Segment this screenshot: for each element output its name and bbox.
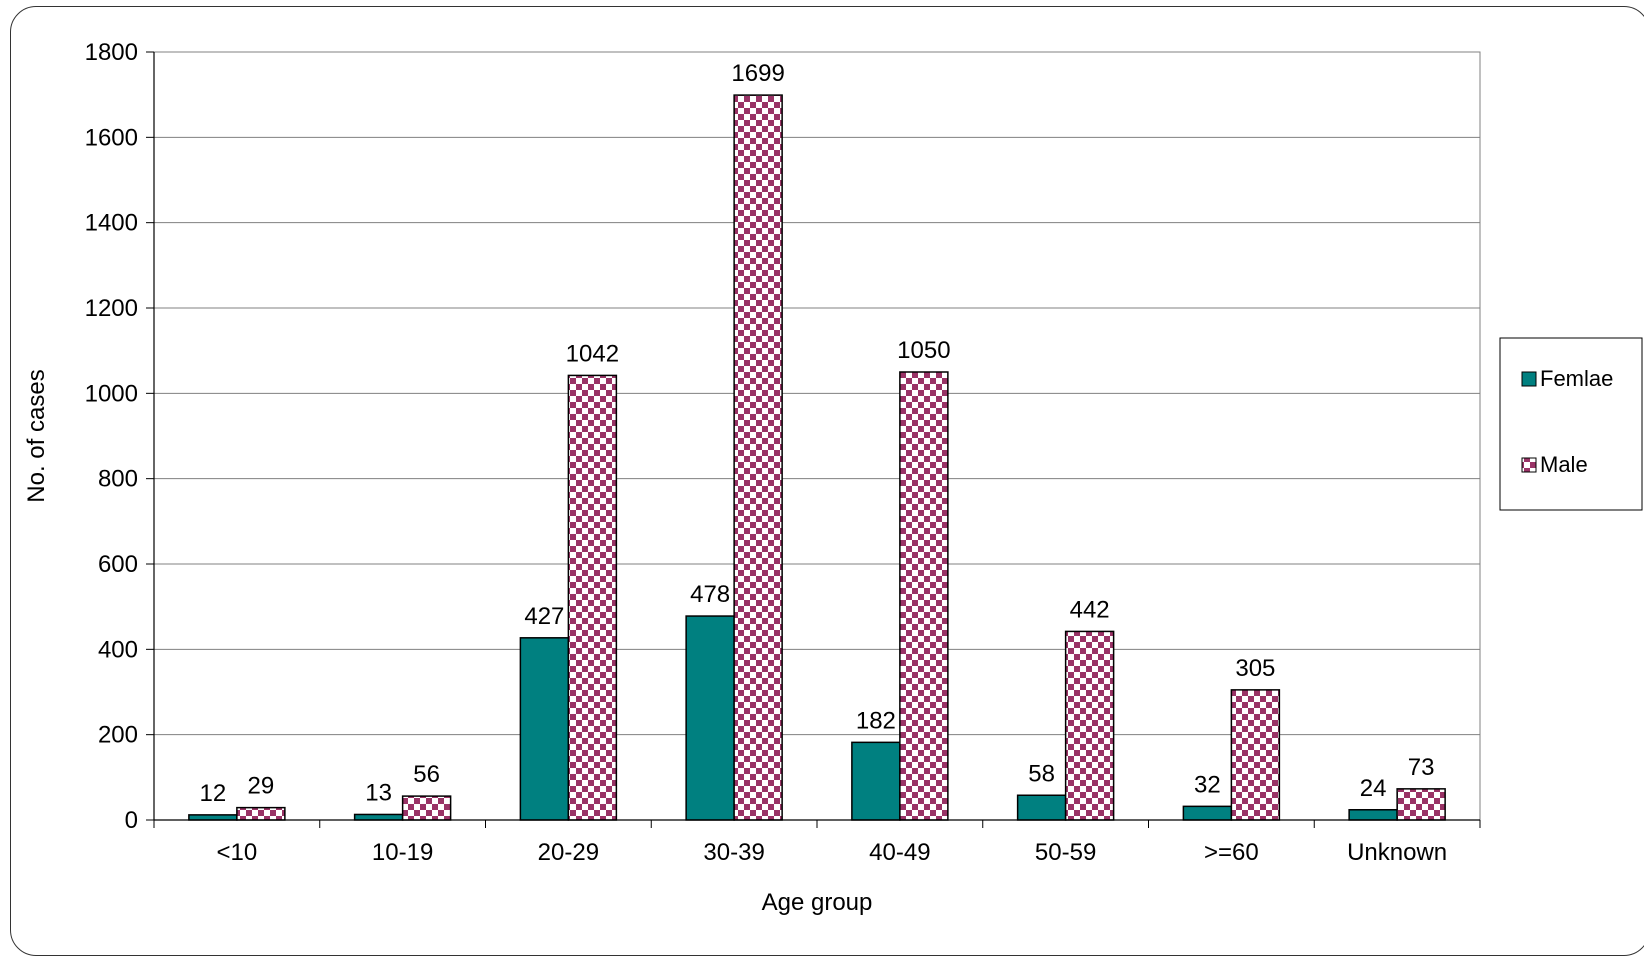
x-tick-label: 20-29 xyxy=(538,839,599,866)
legend: Femlae Male xyxy=(1499,337,1643,511)
y-tick-label: 400 xyxy=(98,636,138,663)
bar-female xyxy=(519,637,570,821)
legend-label-male: Male xyxy=(1540,452,1588,477)
y-tick-label: 0 xyxy=(125,807,138,834)
bar-female xyxy=(685,615,735,821)
data-label: 58 xyxy=(1028,760,1055,787)
axes xyxy=(146,51,1481,828)
x-axis-title: Age group xyxy=(762,889,873,916)
bar-male xyxy=(236,806,286,821)
data-label: 1050 xyxy=(897,337,950,364)
gridlines xyxy=(153,51,1481,821)
data-label: 478 xyxy=(690,581,730,608)
bar-male xyxy=(899,371,949,821)
data-label: 442 xyxy=(1070,596,1110,623)
data-label: 56 xyxy=(413,761,440,788)
y-tick-label: 1000 xyxy=(85,380,138,407)
bar-male xyxy=(1230,689,1281,821)
bar-male xyxy=(1396,788,1446,821)
data-label: 73 xyxy=(1408,754,1435,781)
data-label: 32 xyxy=(1194,771,1221,798)
legend-label-female: Femlae xyxy=(1540,366,1613,391)
legend-swatch-female xyxy=(1521,371,1537,387)
y-tick-label: 800 xyxy=(98,466,138,493)
data-label: 1699 xyxy=(731,60,784,87)
y-tick-label: 1400 xyxy=(85,210,138,237)
y-tick-label: 1800 xyxy=(85,39,138,66)
data-label: 13 xyxy=(365,779,392,806)
bar-female xyxy=(188,814,238,821)
data-label: 12 xyxy=(200,780,227,807)
data-label: 1042 xyxy=(566,340,619,367)
bar-male xyxy=(567,374,618,821)
y-tick-label: 200 xyxy=(98,722,138,749)
bar-male xyxy=(733,94,783,821)
x-tick-label: <10 xyxy=(217,839,258,866)
data-label: 29 xyxy=(248,773,275,800)
data-label: 305 xyxy=(1235,655,1275,682)
x-tick-label: 50-59 xyxy=(1035,839,1096,866)
bar-male xyxy=(1064,630,1115,821)
plot-area xyxy=(153,51,1481,821)
y-tick-label: 1200 xyxy=(85,295,138,322)
x-tick-label: 40-49 xyxy=(869,839,930,866)
bar-female xyxy=(851,741,901,821)
legend-box xyxy=(1499,337,1643,511)
bars xyxy=(188,94,1446,821)
y-tick-label: 600 xyxy=(98,551,138,578)
labels: 0 200 400 600 800 1000 1200 1400 1600 1800 <10 12 29… xyxy=(85,39,1448,866)
bar-female xyxy=(1016,794,1067,821)
bar-female xyxy=(353,813,404,821)
y-tick-label: 1600 xyxy=(85,124,138,151)
bar-male xyxy=(401,795,452,821)
y-axis-title: No. of cases xyxy=(23,369,50,502)
data-label: 427 xyxy=(524,603,564,630)
x-tick-label: Unknown xyxy=(1347,839,1447,866)
data-label: 182 xyxy=(856,707,896,734)
x-tick-label: 30-39 xyxy=(703,839,764,866)
legend-swatch-male xyxy=(1521,457,1537,473)
bar-female xyxy=(1182,805,1233,821)
bar-female xyxy=(1348,809,1398,821)
x-tick-label: >=60 xyxy=(1204,839,1259,866)
x-tick-label: 10-19 xyxy=(372,839,433,866)
data-label: 24 xyxy=(1360,775,1387,802)
